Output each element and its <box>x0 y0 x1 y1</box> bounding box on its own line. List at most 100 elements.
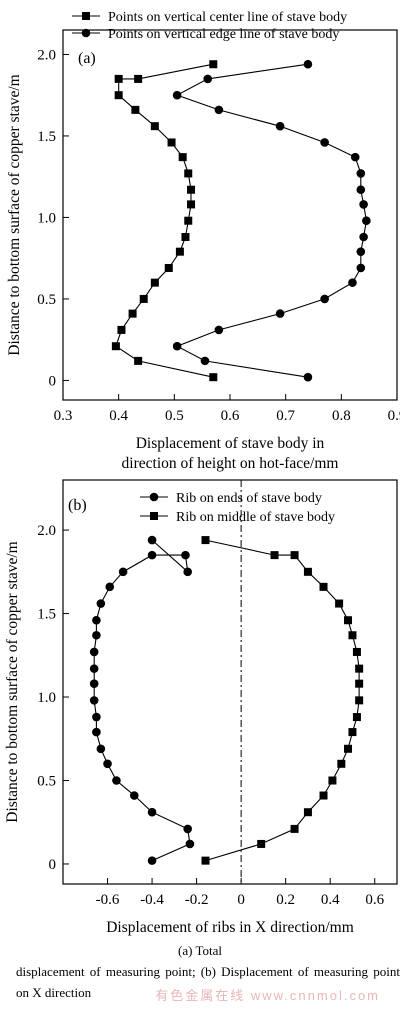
panel-label: (a) <box>78 50 96 67</box>
data-point <box>150 278 159 287</box>
data-point <box>92 615 101 625</box>
data-point <box>214 105 224 115</box>
data-point <box>319 582 328 591</box>
data-point <box>92 630 101 640</box>
data-point <box>103 759 112 769</box>
data-point <box>105 582 115 592</box>
legend-marker <box>149 492 159 502</box>
data-point <box>96 599 106 608</box>
data-point <box>200 356 210 366</box>
data-point <box>303 808 312 817</box>
data-point <box>257 839 266 848</box>
data-point <box>175 247 184 256</box>
caption-line-2: displacement of measuring point; (b) Dis… <box>16 964 400 1000</box>
data-point <box>134 74 143 83</box>
data-point <box>275 309 285 318</box>
data-point <box>147 856 157 865</box>
panel-label: (b) <box>68 497 87 514</box>
data-point <box>356 185 366 195</box>
x-tick-label: -0.6 <box>96 892 120 908</box>
series-2 <box>172 59 371 382</box>
data-point <box>184 169 193 178</box>
data-point <box>89 664 99 673</box>
legend-label: Points on vertical edge line of stave bo… <box>108 27 339 42</box>
data-point <box>328 776 337 785</box>
data-point <box>181 550 190 560</box>
data-point <box>348 278 357 287</box>
data-point <box>185 839 195 849</box>
data-point <box>320 294 329 304</box>
legend-marker <box>150 512 158 520</box>
y-tick-label: 1.5 <box>37 607 56 623</box>
data-point <box>209 373 218 382</box>
data-point <box>209 60 218 69</box>
x-tick-label: 0.4 <box>109 408 128 424</box>
data-point <box>114 74 123 83</box>
data-point <box>303 372 313 382</box>
data-point <box>270 551 279 560</box>
y-axis-title: Distance to bottom surface of copper sta… <box>4 541 21 823</box>
chart-panel-a: 0.3 0.4 0.5 0.6 0.7 0.8 0.9 0 0.5 1.0 1.5 2.0 Displa… <box>6 10 400 472</box>
data-point <box>201 856 210 865</box>
data-point <box>335 599 344 608</box>
data-point <box>164 263 173 272</box>
data-point <box>178 153 187 162</box>
y-tick-label: 0.5 <box>37 292 56 308</box>
legend-marker <box>82 12 90 20</box>
data-point <box>184 216 193 225</box>
data-point <box>150 122 159 131</box>
figure-caption: (a) Total displacement of measuring poin… <box>0 940 400 1003</box>
data-point <box>275 121 285 131</box>
y-tick-label: 2.0 <box>37 47 56 63</box>
data-point <box>319 791 328 800</box>
x-tick-label: 0.8 <box>332 408 351 424</box>
y-axis-title: Distance to bottom surface of copper sta… <box>6 74 23 356</box>
data-point <box>352 647 361 656</box>
legend-entry: Rib on ends of stave body <box>140 491 322 506</box>
x-axis-title: direction of height on hot-face/mm <box>122 455 339 472</box>
x-axis-title: Displacement of ribs in X direction/mm <box>106 919 354 936</box>
data-point <box>290 551 299 560</box>
data-point <box>112 776 121 785</box>
data-point <box>183 824 192 834</box>
data-point <box>89 679 99 688</box>
data-point <box>355 696 364 705</box>
data-point <box>129 791 139 800</box>
y-tick-label: 0 <box>49 373 57 389</box>
series-line <box>205 539 360 862</box>
legend-label: Rib on middle of stave body <box>176 510 335 525</box>
legend-label: Points on vertical center line of stave … <box>108 10 347 25</box>
caption-line-1: (a) Total <box>178 943 222 958</box>
x-axis-title: Displacement of stave body in <box>136 435 325 452</box>
data-point <box>92 712 101 722</box>
y-tick-label: 0.5 <box>37 773 56 789</box>
data-point <box>89 647 99 657</box>
data-point <box>118 567 128 577</box>
data-point <box>320 138 329 147</box>
y-tick-label: 1.0 <box>37 690 56 706</box>
y-tick-label: 1.5 <box>37 129 56 145</box>
watermark-text: 有色金属在线 www.cnnmol.com <box>155 988 380 1003</box>
legend-marker <box>81 28 91 38</box>
data-point <box>344 744 353 753</box>
legend-entry: Points on vertical edge line of stave bo… <box>72 27 339 42</box>
data-point <box>214 325 224 335</box>
x-tick-label: 0.7 <box>276 408 295 424</box>
data-point <box>92 727 101 737</box>
data-point <box>167 138 176 147</box>
data-point <box>290 824 299 833</box>
data-point <box>344 616 353 625</box>
legend-entry: Points on vertical center line of stave … <box>72 10 347 25</box>
data-point <box>348 631 357 640</box>
x-tick-label: 0.3 <box>54 408 73 424</box>
x-tick-label: -0.4 <box>140 892 164 908</box>
series-line <box>115 63 214 378</box>
x-tick-label: 0.5 <box>165 408 184 424</box>
data-point <box>350 152 360 162</box>
data-point <box>356 247 366 256</box>
data-point <box>181 233 190 242</box>
data-point <box>303 567 312 576</box>
x-tick-label: 0.9 <box>388 408 400 424</box>
x-tick-label: 0.6 <box>365 892 384 908</box>
